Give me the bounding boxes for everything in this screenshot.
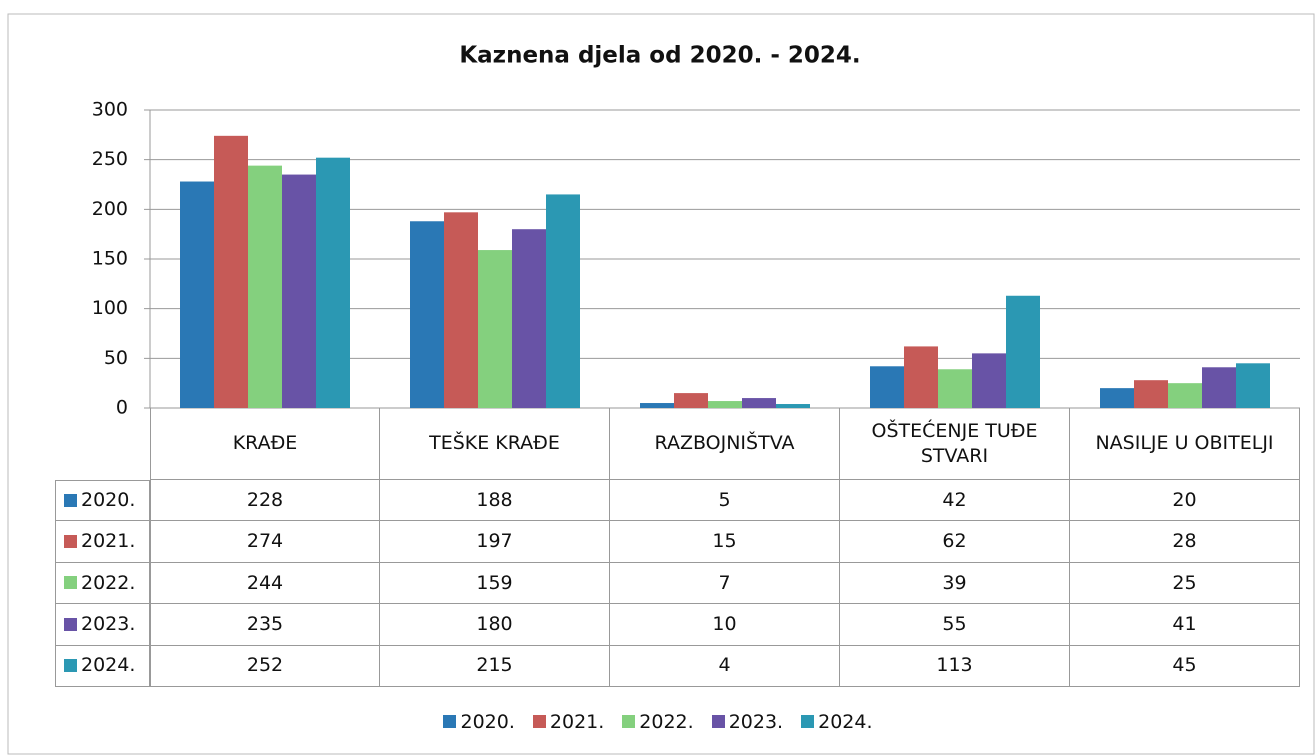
table-value: 4 xyxy=(610,645,840,687)
table-category: OŠTEĆENJE TUĐE STVARI xyxy=(840,408,1070,480)
legend: 2020. 2021. 2022. 2023. 2024. xyxy=(0,706,1316,738)
bar xyxy=(180,181,214,408)
table-value: 252 xyxy=(150,645,380,687)
bar xyxy=(1202,367,1236,408)
table-category: RAZBOJNIŠTVA xyxy=(610,408,840,480)
bar xyxy=(640,403,674,408)
bar xyxy=(972,353,1006,408)
bar xyxy=(248,165,282,408)
legend-swatch xyxy=(801,715,815,728)
bar xyxy=(1236,363,1270,408)
frame xyxy=(7,13,1315,755)
legend-item: 2023. xyxy=(711,711,784,733)
legend-item: 2020. xyxy=(443,711,515,733)
legend-swatch xyxy=(443,715,457,728)
table-value: 5 xyxy=(610,480,840,522)
legend-label: 2022. xyxy=(639,711,694,733)
bar xyxy=(1006,295,1040,408)
bar xyxy=(776,404,810,408)
table-value: 42 xyxy=(840,480,1070,522)
table-series-name: 2024. xyxy=(81,654,136,677)
bar xyxy=(1134,380,1168,408)
bar xyxy=(742,398,776,408)
bar xyxy=(512,229,546,408)
y-tick-label: 150 xyxy=(92,248,128,270)
table-series-name: 2022. xyxy=(81,571,136,594)
table-value: 39 xyxy=(840,562,1070,605)
y-tick-label: 100 xyxy=(92,297,128,319)
table-value: 20 xyxy=(1070,480,1300,522)
table-value: 228 xyxy=(150,480,380,522)
table-value: 235 xyxy=(150,604,380,646)
legend-swatch xyxy=(622,715,636,728)
bar xyxy=(546,194,580,408)
table-row-header: 2020. xyxy=(55,480,150,522)
table-category: KRAĐE xyxy=(150,408,380,480)
table-value: 25 xyxy=(1070,562,1300,605)
legend-item: 2021. xyxy=(532,711,605,733)
legend-swatch xyxy=(532,715,546,728)
bar xyxy=(674,393,708,408)
table-value: 159 xyxy=(380,562,610,605)
bar xyxy=(444,212,478,408)
bar xyxy=(1168,383,1202,408)
table-row-header: 2021. xyxy=(55,521,150,563)
table-series-name: 2023. xyxy=(81,613,136,636)
table-swatch xyxy=(64,494,77,508)
table-category: NASILJE U OBITELJI xyxy=(1070,408,1300,480)
table-swatch xyxy=(64,535,77,549)
table-value: 15 xyxy=(610,521,840,563)
legend-item: 2022. xyxy=(622,711,694,733)
table-value: 274 xyxy=(150,521,380,563)
chart-title: Kaznena djela od 2020. - 2024. xyxy=(459,43,860,69)
table-series-name: 2021. xyxy=(81,530,136,553)
table-value: 55 xyxy=(840,604,1070,646)
legend-label: 2021. xyxy=(549,711,605,733)
legend-label: 2020. xyxy=(460,711,515,733)
table-value: 62 xyxy=(840,521,1070,563)
table-value: 244 xyxy=(150,562,380,605)
bar xyxy=(938,369,972,408)
table-swatch xyxy=(64,617,77,631)
bar xyxy=(870,366,904,408)
table-value: 215 xyxy=(380,645,610,687)
table-value: 113 xyxy=(840,645,1070,687)
table-value: 41 xyxy=(1070,604,1300,646)
table-row-header: 2024. xyxy=(55,645,150,687)
table-value: 197 xyxy=(380,521,610,563)
table-value: 7 xyxy=(610,562,840,605)
y-tick-label: 50 xyxy=(104,347,128,369)
y-tick-label: 300 xyxy=(92,99,128,121)
y-tick-label: 250 xyxy=(92,148,128,170)
table-category: TEŠKE KRAĐE xyxy=(380,408,610,480)
table-row-header: 2023. xyxy=(55,604,150,646)
legend-swatch xyxy=(711,715,725,728)
table-value: 45 xyxy=(1070,645,1300,687)
bar xyxy=(410,221,444,408)
bar xyxy=(1100,388,1134,408)
legend-label: 2024. xyxy=(818,711,873,733)
table-row-header: 2022. xyxy=(55,562,150,605)
bar xyxy=(214,135,248,408)
table-swatch xyxy=(64,576,77,590)
bar xyxy=(282,174,316,408)
legend-item: 2024. xyxy=(801,711,873,733)
table-series-name: 2020. xyxy=(81,489,136,512)
table-value: 188 xyxy=(380,480,610,522)
y-tick-label: 200 xyxy=(92,198,128,220)
table-value: 180 xyxy=(380,604,610,646)
bar xyxy=(478,250,512,408)
table-value: 10 xyxy=(610,604,840,646)
y-tick-label: 0 xyxy=(116,397,128,419)
table-value: 28 xyxy=(1070,521,1300,563)
legend-label: 2023. xyxy=(728,711,784,733)
table-swatch xyxy=(64,659,77,673)
bar xyxy=(708,401,742,408)
bar xyxy=(316,157,350,408)
bar xyxy=(904,346,938,408)
